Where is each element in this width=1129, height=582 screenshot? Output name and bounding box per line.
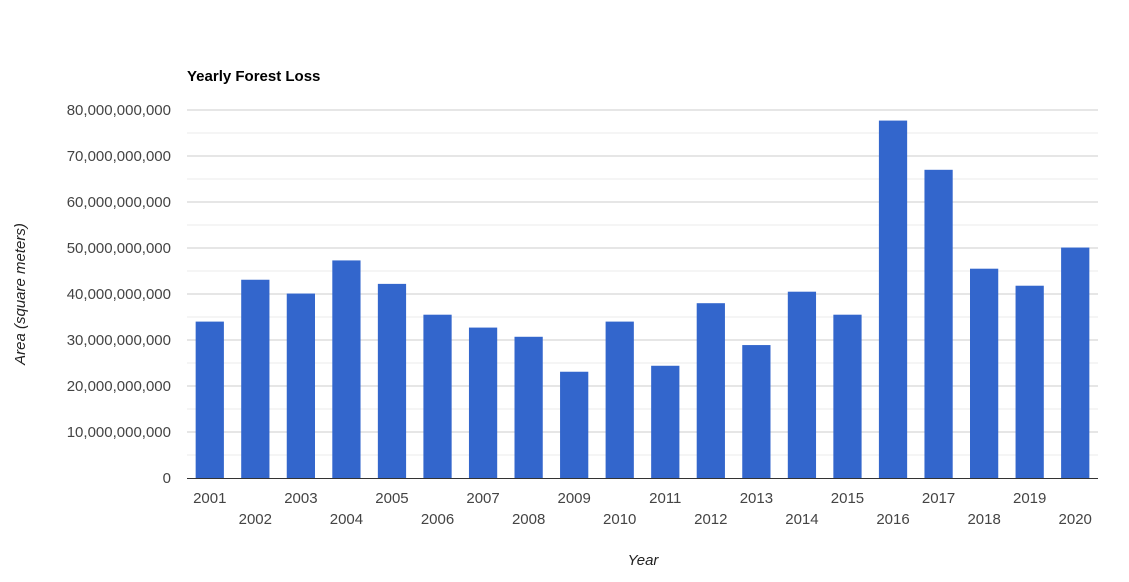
bar-2007[interactable]	[468, 327, 498, 478]
x-axis-ticks: 2001 2002 2003 2004 2005 2006 2007 2008 2009 2010…	[193, 490, 1092, 528]
bar-2006[interactable]	[423, 314, 452, 478]
x-tick-label: 2012	[694, 511, 727, 528]
bar-2018[interactable]	[970, 268, 999, 478]
y-tick-label: 20,000,000,000	[67, 378, 171, 395]
bar-2012[interactable]	[696, 303, 725, 478]
x-tick-label: 2010	[603, 511, 636, 528]
y-tick-label: 50,000,000,000	[67, 240, 171, 257]
x-tick-label: 2001	[193, 490, 226, 507]
x-tick-label: 2009	[557, 490, 590, 507]
y-tick-label: 30,000,000,000	[67, 332, 171, 349]
x-tick-label: 2018	[967, 511, 1000, 528]
bars	[195, 120, 1090, 479]
x-tick-label: 2005	[375, 490, 408, 507]
bar-2005[interactable]	[377, 283, 407, 478]
y-tick-label: 70,000,000,000	[67, 148, 171, 165]
x-tick-label: 2004	[330, 511, 363, 528]
y-tick-label: 10,000,000,000	[67, 424, 171, 441]
x-tick-label: 2002	[239, 511, 272, 528]
x-tick-label: 2007	[466, 490, 499, 507]
x-tick-label: 2019	[1013, 490, 1046, 507]
bar-2011[interactable]	[651, 365, 680, 478]
bar-2015[interactable]	[833, 314, 862, 478]
x-axis-title: Year	[628, 552, 660, 569]
bar-2009[interactable]	[560, 371, 589, 478]
x-tick-label: 2006	[421, 511, 454, 528]
x-tick-label: 2016	[876, 511, 909, 528]
x-tick-label: 2017	[922, 490, 955, 507]
bar-2017[interactable]	[924, 169, 953, 479]
y-tick-label: 60,000,000,000	[67, 194, 171, 211]
x-tick-label: 2003	[284, 490, 317, 507]
x-tick-label: 2008	[512, 511, 545, 528]
y-axis-title: Area (square meters)	[12, 223, 29, 366]
x-tick-label: 2013	[740, 490, 773, 507]
y-tick-label: 0	[163, 470, 171, 487]
x-tick-label: 2014	[785, 511, 818, 528]
x-tick-label: 2011	[649, 490, 681, 507]
bar-2019[interactable]	[1015, 285, 1044, 478]
x-tick-label: 2020	[1059, 511, 1092, 528]
bar-2014[interactable]	[787, 291, 817, 478]
gridlines	[187, 109, 1098, 456]
bar-2003[interactable]	[286, 293, 315, 478]
bar-2020[interactable]	[1061, 247, 1090, 478]
bar-2010[interactable]	[605, 321, 634, 478]
bar-2016[interactable]	[878, 120, 908, 478]
chart-title: Yearly Forest Loss	[187, 68, 320, 85]
y-tick-label: 80,000,000,000	[67, 102, 171, 119]
bar-2008[interactable]	[514, 336, 543, 478]
bar-2004[interactable]	[332, 260, 361, 478]
bar-2013[interactable]	[742, 345, 771, 478]
bar-2002[interactable]	[241, 279, 270, 478]
y-tick-label: 40,000,000,000	[67, 286, 171, 303]
bar-2001[interactable]	[195, 321, 224, 478]
y-axis-ticks: 0 10,000,000,000 20,000,000,000 30,000,000,…	[67, 102, 171, 487]
x-tick-label: 2015	[831, 490, 864, 507]
